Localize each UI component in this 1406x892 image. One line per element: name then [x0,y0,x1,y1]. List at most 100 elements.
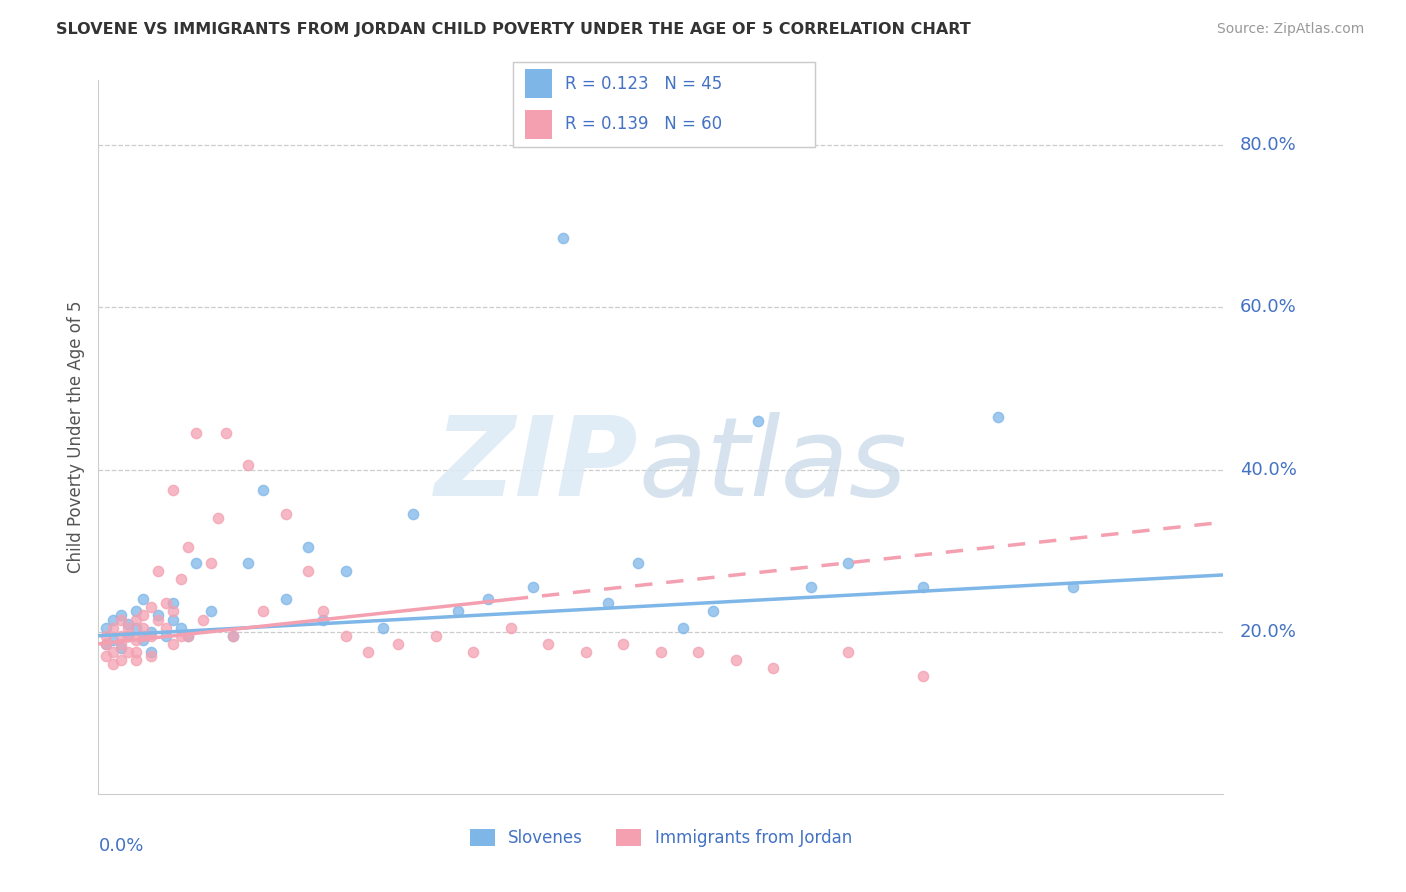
Point [125,645,148,659]
Text: R = 0.139   N = 60: R = 0.139 N = 60 [565,115,721,133]
Point [139,600,162,615]
Point [837,645,859,659]
Point [117,629,139,643]
Point [103,645,125,659]
Point [522,580,544,594]
Point [155,629,177,643]
Point [94,637,117,651]
Point [132,629,155,643]
Point [207,511,229,525]
Point [688,645,710,659]
Point [297,564,319,578]
Point [110,640,132,655]
Text: SLOVENE VS IMMIGRANTS FROM JORDAN CHILD POVERTY UNDER THE AGE OF 5 CORRELATION C: SLOVENE VS IMMIGRANTS FROM JORDAN CHILD … [56,22,972,37]
Point [1062,580,1084,594]
Text: 20.0%: 20.0% [1240,623,1296,640]
Point [94,629,117,643]
Point [425,629,447,643]
Point [252,604,274,618]
Text: R = 0.123   N = 45: R = 0.123 N = 45 [565,76,721,94]
Point [170,629,193,643]
Point [103,613,125,627]
Point [94,637,117,651]
Point [184,425,207,440]
Point [94,648,117,663]
Bar [526,70,553,98]
Point [139,645,162,659]
Point [575,645,598,659]
Point [103,632,125,647]
Text: 40.0%: 40.0% [1240,460,1296,478]
Point [402,507,425,521]
Text: Source: ZipAtlas.com: Source: ZipAtlas.com [1216,22,1364,37]
Point [117,645,139,659]
Point [762,661,785,675]
Point [125,632,148,647]
Point [110,653,132,667]
Point [103,657,125,672]
Point [335,564,357,578]
Point [297,540,319,554]
Point [357,645,380,659]
Point [912,580,935,594]
Point [252,483,274,497]
Text: ZIP: ZIP [434,412,638,519]
Point [724,653,747,667]
Point [162,483,184,497]
Point [312,613,335,627]
Y-axis label: Child Poverty Under the Age of 5: Child Poverty Under the Age of 5 [66,301,84,574]
Point [477,592,499,607]
Point [155,596,177,610]
Point [463,645,485,659]
Point [132,632,155,647]
Point [373,621,395,635]
Point [110,637,132,651]
Point [387,637,409,651]
Point [672,621,695,635]
Point [162,596,184,610]
Point [650,645,672,659]
Point [117,616,139,631]
Point [110,608,132,623]
Point [238,458,260,473]
Point [837,556,859,570]
Point [553,231,575,245]
Point [148,608,170,623]
Point [103,621,125,635]
Point [612,637,634,651]
Point [132,592,155,607]
Point [125,653,148,667]
Point [110,629,132,643]
Point [274,592,297,607]
Point [132,608,155,623]
Point [627,556,650,570]
Point [155,621,177,635]
Point [747,414,769,428]
Point [335,629,357,643]
Point [170,621,193,635]
Point [447,604,470,618]
Point [117,629,139,643]
Point [177,540,200,554]
Point [162,604,184,618]
Point [139,624,162,639]
Point [598,596,620,610]
Point [274,507,297,521]
Point [139,629,162,643]
Point [162,613,184,627]
Point [94,621,117,635]
Point [222,629,245,643]
Point [177,629,200,643]
Point [148,613,170,627]
Point [125,613,148,627]
Point [110,613,132,627]
Point [200,556,222,570]
Point [193,613,215,627]
Point [162,637,184,651]
Point [222,629,245,643]
Point [702,604,724,618]
Text: 0.0%: 0.0% [98,837,143,855]
Point [177,629,200,643]
Point [117,621,139,635]
Text: atlas: atlas [638,412,907,519]
